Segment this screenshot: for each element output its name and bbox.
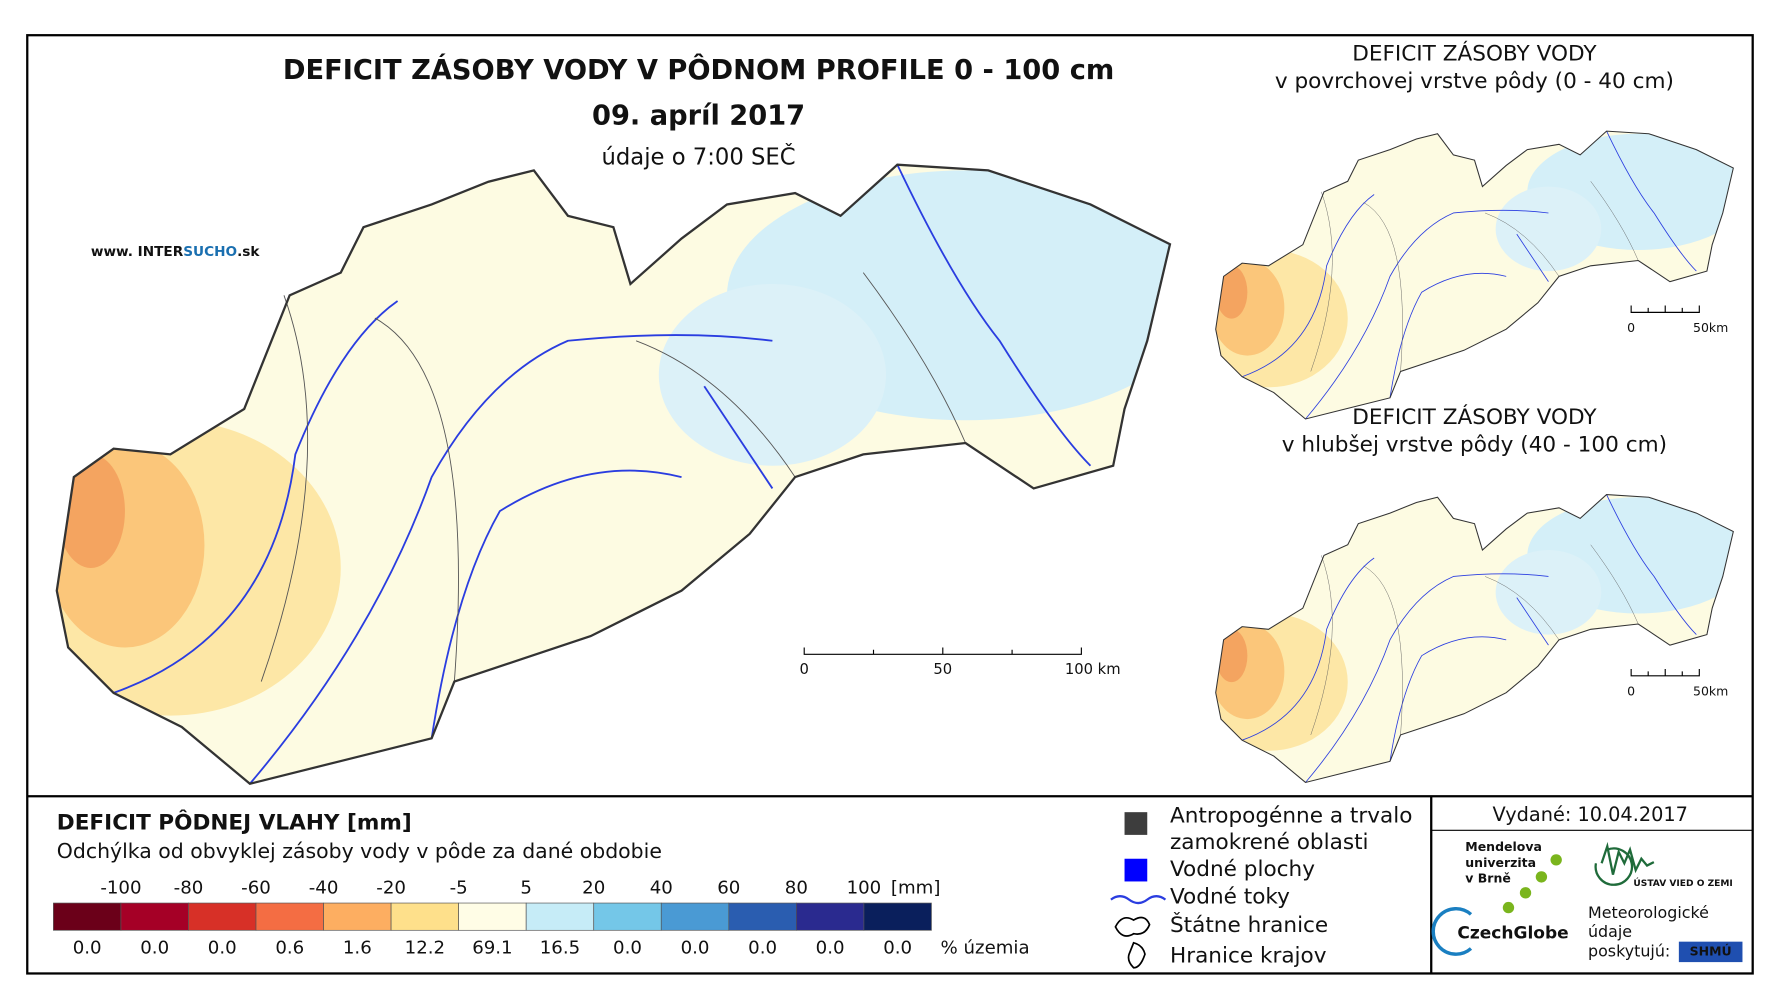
legend-boundary: 40 (650, 877, 673, 898)
legend-boundary: -60 (241, 877, 271, 898)
website-part: www. INTER (91, 244, 184, 260)
legend-swatch (593, 902, 662, 931)
legend-item: Vodné plochy (1170, 857, 1315, 882)
legend-share: 0.0 (140, 937, 169, 958)
scale-bar (1630, 669, 1700, 677)
mendel-dot (1550, 854, 1562, 866)
scale-bar (1630, 305, 1700, 313)
ustav-logo (1594, 841, 1655, 886)
icon-urban (1124, 812, 1148, 835)
website: www. INTERSUCHO.sk (91, 244, 261, 260)
date: 09. apríl 2017 (592, 100, 805, 131)
legend-swatch (525, 902, 595, 931)
legend-boundary: 100 (847, 877, 882, 898)
legend-swatch (728, 902, 797, 931)
scale-label: 0 (800, 661, 809, 678)
legend-boundary: 5 (520, 877, 532, 898)
legend-swatch (660, 902, 730, 931)
inset-title: DEFICIT ZÁSOBY VODY (1352, 404, 1597, 430)
czechglobe-arc (1431, 907, 1473, 956)
provider: Meteorologické (1588, 903, 1709, 922)
legend-boundary: -100 (100, 877, 141, 898)
provider: údaje (1588, 922, 1632, 941)
legend-share: 12.2 (405, 937, 445, 958)
legend-item: Vodné toky (1170, 884, 1290, 909)
legend-swatch (863, 902, 932, 931)
legend-boundary: 20 (582, 877, 605, 898)
issued: Vydané: 10.04.2017 (1493, 803, 1688, 826)
legend-unit: [mm] (891, 877, 941, 898)
inset-title: DEFICIT ZÁSOBY VODY (1352, 41, 1597, 67)
legend-swatch (390, 902, 459, 931)
icon-border (1114, 916, 1151, 937)
inset-title: v hlubšej vrstve pôdy (40 - 100 cm) (1282, 432, 1667, 457)
scale-label: 100 km (1065, 661, 1121, 678)
icon-region (1127, 941, 1146, 969)
legend-share: 1.6 (343, 937, 372, 958)
legend-share-unit: % územia (941, 937, 1030, 958)
legend-share: 0.0 (613, 937, 642, 958)
legend-boundary: -20 (376, 877, 406, 898)
legend-item: zamokrené oblasti (1170, 830, 1369, 855)
legend-swatch (323, 902, 392, 931)
legend-item: Štátne hranice (1170, 912, 1328, 938)
mendel-dot (1535, 871, 1548, 883)
legend-swatch (255, 902, 324, 931)
time-note: údaje o 7:00 SEČ (602, 142, 796, 170)
legend-boundary: 60 (717, 877, 740, 898)
icon-water (1124, 858, 1148, 882)
legend-share: 0.6 (275, 937, 304, 958)
legend-share: 0.0 (73, 937, 102, 958)
legend-title: DEFICIT PÔDNEJ VLAHY [mm] (57, 810, 412, 836)
mendel: Mendelova (1465, 839, 1542, 854)
website-part: SUCHO (183, 244, 237, 260)
legend-swatch (120, 902, 189, 931)
legend-share: 0.0 (748, 937, 777, 958)
scale-label: 0 (1627, 320, 1635, 335)
legend-item: Hranice krajov (1170, 943, 1327, 968)
legend-swatch (188, 902, 257, 931)
shmu: SHMÚ (1690, 943, 1732, 958)
provider: poskytujú: (1588, 941, 1670, 960)
ustav: ÚSTAV VIED O ZEMI (1633, 877, 1732, 889)
scale-label: 0 (1627, 683, 1635, 698)
legend-share: 0.0 (208, 937, 237, 958)
title: DEFICIT ZÁSOBY VODY V PÔDNOM PROFILE 0 -… (283, 54, 1114, 86)
scale-label: 50 (933, 661, 952, 678)
legend-swatch (53, 902, 122, 931)
scale-label: 50km (1693, 320, 1728, 335)
legend-share: 69.1 (472, 937, 512, 958)
scale-bar (803, 647, 1082, 655)
legend-share: 0.0 (883, 937, 912, 958)
legend-share: 16.5 (540, 937, 580, 958)
scale-label: 50km (1693, 683, 1728, 698)
mendel: v Brně (1465, 871, 1511, 886)
legend-swatch (796, 902, 865, 931)
legend-boundary: -5 (450, 877, 468, 898)
czechglobe: CzechGlobe (1457, 924, 1568, 944)
website-part: .sk (237, 244, 260, 260)
shmu-logo (1678, 941, 1743, 963)
legend-item: Antropogénne a trvalo (1170, 804, 1412, 829)
icon-river (1110, 895, 1167, 905)
legend-swatch (458, 902, 527, 931)
legend-share: 0.0 (681, 937, 710, 958)
legend-subtitle: Odchýlka od obvyklej zásoby vody v pôde … (57, 839, 662, 863)
legend-boundary: 80 (785, 877, 808, 898)
legend-boundary: -40 (309, 877, 339, 898)
legend-boundary: -80 (174, 877, 204, 898)
legend-share: 0.0 (816, 937, 845, 958)
mendel-dot (1519, 887, 1532, 899)
mendel-dot (1502, 901, 1515, 914)
inset-title: v povrchovej vrstve pôdy (0 - 40 cm) (1275, 69, 1674, 94)
mendel: univerzita (1465, 855, 1536, 870)
